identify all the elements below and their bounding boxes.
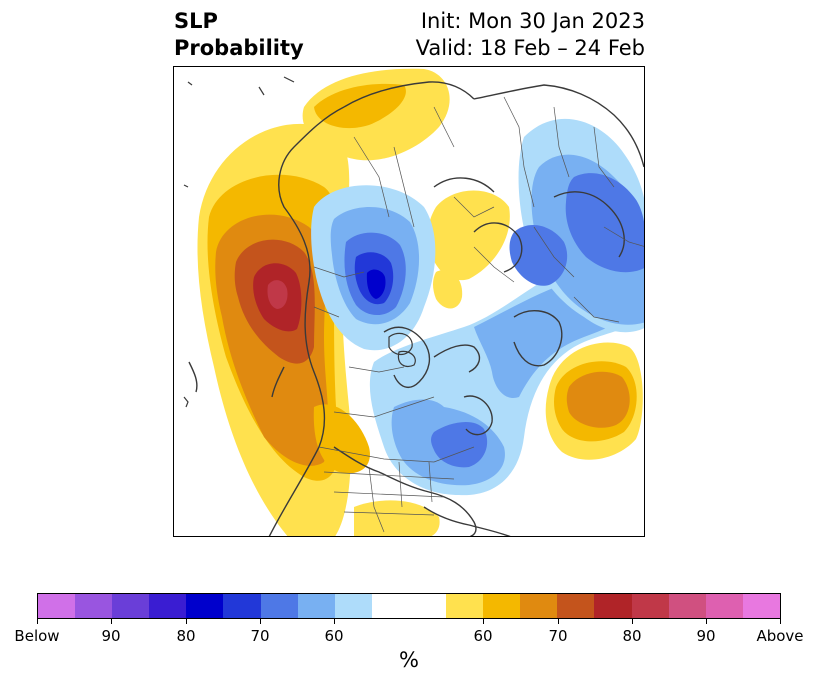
colorbar-below-80 xyxy=(149,594,187,618)
colorbar-above-60 xyxy=(483,594,521,618)
colorbar-below-90 xyxy=(75,594,113,618)
above-scandinavia-60 xyxy=(427,190,510,281)
above-mexico-60 xyxy=(354,500,440,536)
colorbar-above-70 xyxy=(557,594,595,618)
below-siberia-70 xyxy=(565,173,644,273)
below-canada-80 xyxy=(366,269,386,299)
tick-label-above-70: 70 xyxy=(548,627,568,645)
map-title: SLP Probability xyxy=(174,8,304,62)
map-canvas xyxy=(183,68,644,536)
title-line-1: SLP xyxy=(174,9,218,33)
colorbar-above-80 xyxy=(631,594,669,618)
tickmark xyxy=(558,619,559,624)
title-line-2: Probability xyxy=(174,36,304,60)
tick-label-below: Below xyxy=(14,627,60,645)
valid-range-label: Valid: 18 Feb – 24 Feb xyxy=(415,36,645,60)
colorbar-below-65 xyxy=(260,594,298,618)
colorbar-below-75 xyxy=(186,594,224,618)
colorbar-above-85 xyxy=(668,594,706,618)
tick-label-above-60: 60 xyxy=(473,627,493,645)
above-greenland-60 xyxy=(433,269,463,309)
tick-label-below-80: 80 xyxy=(176,627,196,645)
tick-label-above-80: 80 xyxy=(622,627,642,645)
tick-label-below-70: 70 xyxy=(250,627,270,645)
tickmark xyxy=(260,619,261,624)
colorbar-below-95 xyxy=(38,594,76,618)
tickmark xyxy=(111,619,112,624)
tickmark xyxy=(706,619,707,624)
colorbar-above-75 xyxy=(594,594,632,618)
init-date-label: Init: Mon 30 Jan 2023 xyxy=(420,9,645,33)
tick-label-above-90: 90 xyxy=(696,627,716,645)
colorbar-below-85 xyxy=(112,594,150,618)
tick-label-below-90: 90 xyxy=(101,627,121,645)
above-arctic-65 xyxy=(314,83,406,129)
tickmark xyxy=(334,619,335,624)
coastlines xyxy=(188,81,644,536)
colorbar-above-95 xyxy=(742,594,780,618)
tickmark xyxy=(780,619,781,624)
political-borders xyxy=(313,96,644,533)
colorbar-above-90 xyxy=(705,594,743,618)
tickmark xyxy=(483,619,484,624)
tickmark xyxy=(186,619,187,624)
colorbar-neutral xyxy=(371,594,447,618)
colorbar-below-70 xyxy=(223,594,261,618)
date-info: Init: Mon 30 Jan 2023 Valid: 18 Feb – 24… xyxy=(416,8,645,62)
colorbar-unit-label: % xyxy=(399,648,419,672)
colorbar xyxy=(37,593,781,619)
probability-map xyxy=(173,66,645,537)
below-europe-70 xyxy=(509,224,568,286)
above-west-us-65 xyxy=(313,404,370,474)
above-atlantic-70 xyxy=(566,371,630,428)
colorbar-above-55 xyxy=(446,594,484,618)
below-eastus-70 xyxy=(431,421,488,468)
tickmark xyxy=(37,619,38,624)
above-pacific-85 xyxy=(267,280,288,309)
colorbar-below-55 xyxy=(334,594,372,618)
colorbar-below-60 xyxy=(297,594,335,618)
colorbar-above-65 xyxy=(520,594,558,618)
tick-label-below-60: 60 xyxy=(324,627,344,645)
islands xyxy=(183,76,416,408)
tick-label-above: Above xyxy=(756,627,804,645)
tickmark xyxy=(632,619,633,624)
